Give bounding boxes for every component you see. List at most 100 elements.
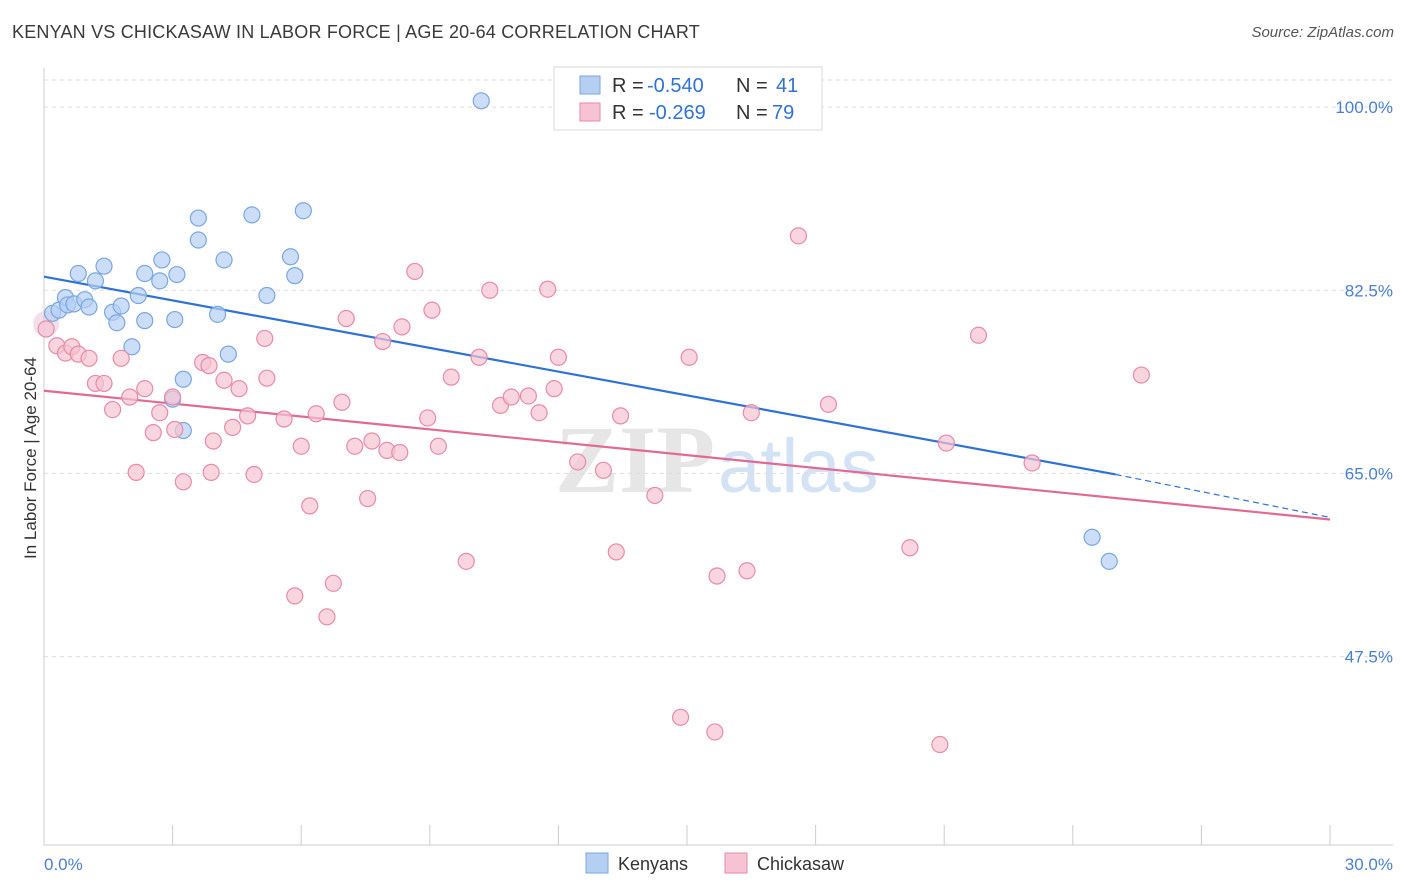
point-chickasaw [393,318,411,336]
point-chickasaw [200,357,218,375]
legend-r-value-2: -0.269 [649,102,706,124]
point-chickasaw [391,443,409,462]
legend-r-label-1: R = [612,75,644,97]
point-chickasaw [502,388,520,406]
point-chickasaw [127,463,145,481]
point-kenyans [136,312,154,330]
point-kenyans [286,267,304,285]
point-chickasaw [671,708,690,726]
point-kenyans [219,345,237,363]
legend-r-value-1: -0.540 [647,75,704,97]
point-chickasaw [164,388,182,406]
point-chickasaw [286,587,304,605]
legend-swatch-chickasaw [579,102,601,122]
point-chickasaw [742,404,760,422]
point-chickasaw [136,380,154,398]
point-chickasaw [307,405,325,423]
point-chickasaw [258,369,276,387]
point-kenyans [153,251,171,269]
point-chickasaw [318,608,336,626]
point-chickasaw [937,434,955,452]
point-chickasaw [549,348,568,366]
bottom-legend-chickasaw: Chickasaw [757,854,845,874]
point-chickasaw [470,348,488,366]
point-kenyans [209,305,227,323]
point-chickasaw [144,424,162,442]
legend-n-label-2: N = [736,102,768,124]
point-chickasaw [166,420,184,439]
point-kenyans [108,314,126,332]
point-chickasaw [607,543,625,561]
bottom-legend-swatch-chickasaw [724,852,748,874]
point-chickasaw [359,489,377,508]
point-chickasaw [419,409,437,427]
point-kenyans [189,231,207,249]
point-chickasaw [545,380,563,398]
point-chickasaw [481,281,499,299]
point-chickasaw [230,380,248,398]
point-chickasaw [931,735,949,754]
point-kenyans [86,272,105,290]
point-kenyans [294,202,312,220]
bottom-legend-swatch-kenyans [585,852,609,874]
point-chickasaw [539,280,557,298]
point-chickasaw [406,262,424,281]
point-kenyans [1083,528,1101,546]
point-chickasaw [37,320,55,338]
point-chickasaw [569,453,587,471]
point-kenyans [166,310,184,329]
point-chickasaw [215,371,233,389]
point-chickasaw [789,227,808,245]
point-chickasaw [738,562,756,580]
trend-line-chickasaw [43,389,1331,521]
point-chickasaw [202,463,220,481]
point-kenyans [215,251,233,269]
y-tick-labels: 100.0% 82.5% 65.0% 47.5% [1335,98,1393,666]
point-chickasaw [346,437,364,455]
point-chickasaw [275,410,293,428]
series-legend: Kenyans Chickasaw [585,852,845,874]
point-kenyans [281,248,300,266]
point-chickasaw [80,349,98,367]
bottom-legend-kenyans: Kenyans [618,854,688,874]
point-kenyans [129,286,147,305]
y-tick-label: 65.0% [1345,464,1393,483]
point-chickasaw [121,388,139,406]
point-kenyans [472,92,490,110]
point-kenyans [189,209,207,227]
point-chickasaw [611,407,630,425]
point-kenyans [1100,552,1118,570]
y-tick-label: 82.5% [1345,281,1393,300]
point-chickasaw [363,432,381,450]
point-kenyans [112,297,130,315]
legend-n-label-1: N = [736,75,768,97]
axes [43,68,1393,846]
point-kenyans [258,286,276,305]
point-chickasaw [112,349,130,367]
point-chickasaw [646,486,664,505]
point-chickasaw [292,437,310,455]
x-tick-label-max: 30.0% [1345,855,1393,874]
point-chickasaw [224,418,242,436]
point-chickasaw [256,329,274,348]
point-kenyans [168,265,186,284]
point-chickasaw [324,574,342,592]
point-chickasaw [819,395,838,413]
point-kenyans [243,206,261,224]
point-chickasaw [337,309,355,328]
legend-n-value-1: 41 [776,75,798,97]
point-chickasaw [1132,366,1150,384]
legend-swatch-kenyans [579,75,601,95]
point-chickasaw [901,539,919,557]
point-chickasaw [95,374,113,393]
point-kenyans [123,338,141,356]
point-chickasaw [429,437,447,455]
source-label: Source: ZipAtlas.com [1251,24,1394,41]
point-chickasaw [530,404,548,422]
point-chickasaw [204,432,222,450]
point-chickasaw [103,400,122,419]
point-kenyans [174,370,192,388]
y-axis-title: In Labor Force | Age 20-64 [21,357,40,559]
legend-n-value-2: 79 [772,102,794,124]
